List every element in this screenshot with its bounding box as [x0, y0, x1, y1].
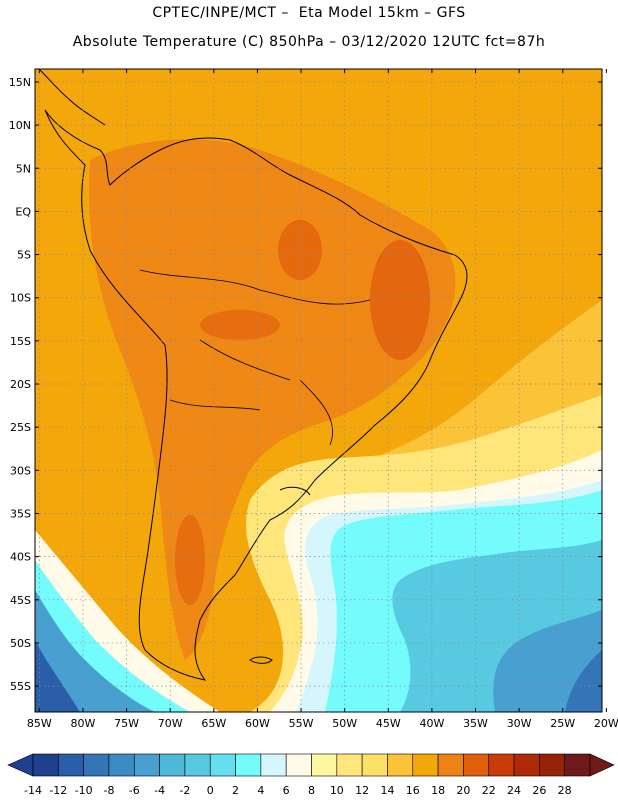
legend-label: -12	[49, 784, 67, 797]
legend-swatch	[564, 753, 591, 777]
legend-swatch	[488, 753, 515, 777]
legend-swatch	[83, 753, 110, 777]
legend-label: -6	[129, 784, 140, 797]
legend-label: -2	[179, 784, 190, 797]
legend-swatch	[260, 753, 287, 777]
legend-label: 20	[456, 784, 470, 797]
central-america-outline	[39, 69, 106, 126]
lon-label: 65W	[201, 717, 226, 730]
lat-label: 20S	[10, 378, 31, 391]
legend-swatch	[108, 753, 135, 777]
title-line-1: CPTEC/INPE/MCT – Eta Model 15km – GFS	[152, 5, 466, 21]
field-22-24-b	[278, 220, 322, 280]
legend-arrow-high	[589, 753, 615, 777]
lat-label: 25S	[10, 421, 31, 434]
field-22-24-d	[175, 515, 205, 605]
legend-label: 28	[558, 784, 572, 797]
lat-lon-grid	[35, 69, 602, 712]
lon-label: 45W	[376, 717, 401, 730]
lon-label: 70W	[158, 717, 183, 730]
legend-label: 18	[431, 784, 445, 797]
legend-swatch	[159, 753, 186, 777]
lon-label: 80W	[71, 717, 96, 730]
lat-label: 45S	[10, 594, 31, 607]
lat-label: 40S	[10, 551, 31, 564]
lon-label: 40W	[419, 717, 444, 730]
lat-label: 35S	[10, 507, 31, 520]
rio-de-la-plata	[279, 486, 311, 496]
legend-swatch	[32, 753, 59, 777]
lon-label: 75W	[114, 717, 139, 730]
field-14-16	[380, 69, 602, 480]
legend-swatch	[463, 753, 490, 777]
legend-label: 26	[532, 784, 546, 797]
legend-swatch	[285, 753, 312, 777]
falkland-islands	[249, 656, 273, 664]
legend-label: 16	[406, 784, 420, 797]
legend-swatch	[235, 753, 262, 777]
lon-label: 85W	[27, 717, 52, 730]
lat-label: 5N	[16, 162, 31, 175]
map-frame	[34, 68, 603, 713]
lat-label: 50S	[10, 637, 31, 650]
field-minus10-minus8	[565, 650, 602, 712]
lat-label: 10S	[10, 292, 31, 305]
legend-label: 22	[482, 784, 496, 797]
legend-label: -14	[24, 784, 42, 797]
legend-label: -8	[103, 784, 114, 797]
field-22-24	[370, 240, 430, 360]
lon-label: 20W	[594, 717, 618, 730]
lon-label: 50W	[332, 717, 357, 730]
lat-label: 5S	[17, 249, 31, 262]
lat-label: 10N	[9, 119, 31, 132]
legend-swatch	[184, 753, 211, 777]
legend-swatch	[437, 753, 464, 777]
lat-label: 55S	[10, 680, 31, 693]
longitude-labels: 85W 80W 75W 70W 65W 60W 55W 50W 45W 40W 35W 30W 25W 2…	[27, 717, 618, 730]
legend-label: 24	[507, 784, 521, 797]
legend-arrow-low	[7, 753, 34, 777]
legend-label: 6	[283, 784, 290, 797]
legend-swatch	[133, 753, 160, 777]
legend-swatch	[336, 753, 363, 777]
lat-label: 15N	[9, 76, 31, 89]
legend-label: -4	[154, 784, 165, 797]
field-22-24-c	[200, 310, 280, 340]
legend-label: 4	[257, 784, 264, 797]
legend-label: 12	[355, 784, 369, 797]
axis-ticks	[35, 69, 607, 712]
lon-label: 35W	[463, 717, 488, 730]
lat-label: 15S	[10, 335, 31, 348]
lat-label: EQ	[15, 205, 31, 218]
legend-swatch	[387, 753, 414, 777]
field-pacific-minus12	[35, 640, 80, 712]
legend-swatch	[311, 753, 338, 777]
lon-label: 55W	[289, 717, 314, 730]
lat-label: 30S	[10, 464, 31, 477]
field-pacific-minus6	[35, 590, 155, 712]
title-line-2: Absolute Temperature (C) 850hPa – 03/12/…	[72, 34, 546, 50]
legend-swatch	[361, 753, 388, 777]
lon-label: 25W	[550, 717, 575, 730]
legend-swatch	[539, 753, 565, 777]
lon-label: 30W	[507, 717, 532, 730]
legend-label: 10	[330, 784, 344, 797]
legend-swatch	[58, 753, 84, 777]
legend-label: 14	[380, 784, 394, 797]
south-america-outline	[44, 109, 468, 681]
legend-label: -10	[75, 784, 93, 797]
lon-label: 60W	[245, 717, 270, 730]
legend-label: 0	[207, 784, 214, 797]
legend-swatch	[513, 753, 540, 777]
legend-label: 2	[232, 784, 239, 797]
legend-label: 8	[308, 784, 315, 797]
legend-swatch	[412, 753, 439, 777]
legend-swatch	[209, 753, 236, 777]
country-borders	[139, 269, 371, 446]
latitude-labels: 15N 10N 5N EQ 5S 10S 15S 20S 25S 30S 35S 40S 45S 50S 5…	[9, 76, 32, 693]
